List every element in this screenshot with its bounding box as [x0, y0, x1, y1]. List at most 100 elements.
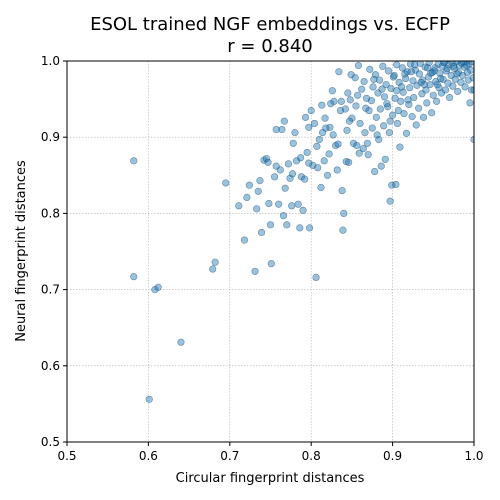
data-point [398, 64, 406, 72]
data-point [301, 113, 310, 121]
data-point [315, 135, 323, 144]
data-point [275, 200, 283, 208]
x-tick-label: 0.8 [302, 449, 321, 463]
data-point [267, 260, 275, 268]
data-point [437, 74, 445, 83]
data-point [333, 166, 341, 174]
data-point [222, 179, 230, 187]
data-point [423, 99, 431, 107]
x-tick-label: 0.6 [139, 449, 158, 463]
data-point [321, 114, 329, 122]
data-point [466, 99, 474, 107]
data-point [291, 129, 299, 137]
data-point [177, 338, 185, 346]
data-point [389, 111, 397, 119]
x-tick-label: 0.5 [57, 449, 76, 463]
data-point [391, 94, 399, 102]
data-point [245, 181, 253, 189]
data-point [145, 395, 153, 403]
data-point [379, 62, 387, 70]
data-point [243, 193, 251, 201]
data-point [328, 87, 336, 95]
data-point [303, 148, 311, 157]
data-point [313, 142, 321, 150]
data-point [256, 177, 264, 185]
data-point [371, 71, 380, 79]
data-point [342, 157, 350, 166]
data-point [330, 97, 338, 105]
data-point [394, 106, 402, 115]
data-point [463, 61, 471, 70]
data-point [450, 62, 458, 70]
data-point [211, 258, 219, 266]
y-tick-label: 0.8 [41, 206, 60, 220]
data-point [370, 75, 378, 83]
data-point [422, 86, 430, 94]
plot-frame [66, 60, 475, 443]
data-point [338, 186, 346, 195]
data-point [335, 68, 343, 76]
data-point [363, 139, 371, 147]
chart-subtitle: r = 0.840 [227, 36, 312, 57]
data-point [419, 113, 428, 121]
data-point [288, 202, 296, 210]
data-point [424, 73, 433, 81]
data-point [301, 175, 309, 183]
data-point [405, 100, 413, 109]
data-point [386, 197, 394, 205]
data-point [344, 89, 352, 97]
data-point [395, 78, 403, 86]
data-point [397, 83, 406, 91]
data-point [469, 74, 474, 82]
data-point [434, 61, 442, 68]
data-point [341, 105, 349, 113]
data-point [375, 135, 383, 144]
data-point [424, 64, 432, 72]
data-point [397, 97, 405, 105]
data-point [375, 76, 384, 84]
data-point [383, 100, 391, 108]
data-point [380, 122, 388, 130]
data-point [323, 171, 332, 179]
data-point [264, 158, 272, 166]
data-point [251, 267, 259, 275]
data-point [406, 84, 414, 92]
data-point [457, 78, 465, 86]
data-point [409, 77, 417, 85]
x-tick-label: 1.0 [464, 449, 483, 463]
data-point [410, 61, 419, 69]
y-tick-label: 0.9 [41, 130, 60, 144]
data-point [433, 81, 441, 89]
data-point [451, 75, 459, 83]
data-point [299, 206, 307, 214]
data-point [289, 139, 297, 147]
data-point [253, 205, 261, 213]
data-point [294, 200, 302, 208]
data-point [340, 209, 348, 217]
data-point [154, 283, 162, 291]
data-point [257, 228, 266, 237]
axis-ticks: 0.5 0.6 0.7 0.8 0.9 1.0 0.5 0.6 0.7 0.8 0.9 1.0 [41, 54, 484, 463]
data-point [235, 202, 243, 210]
data-point [404, 96, 412, 104]
data-point [288, 170, 297, 178]
data-point [440, 61, 448, 67]
data-point [354, 91, 362, 99]
data-point [393, 87, 401, 95]
data-point [400, 109, 408, 118]
data-point [359, 145, 367, 153]
data-point [426, 81, 434, 89]
data-point [416, 61, 424, 67]
y-tick-label: 0.7 [41, 283, 60, 297]
data-point [432, 97, 441, 105]
data-point [337, 97, 345, 105]
data-point [310, 119, 319, 128]
data-point [417, 78, 425, 86]
data-point [296, 224, 304, 232]
data-point [297, 154, 305, 162]
data-point [352, 102, 360, 110]
data-point [389, 73, 398, 81]
data-point [286, 174, 294, 182]
data-point [468, 61, 474, 66]
data-point [380, 93, 389, 101]
